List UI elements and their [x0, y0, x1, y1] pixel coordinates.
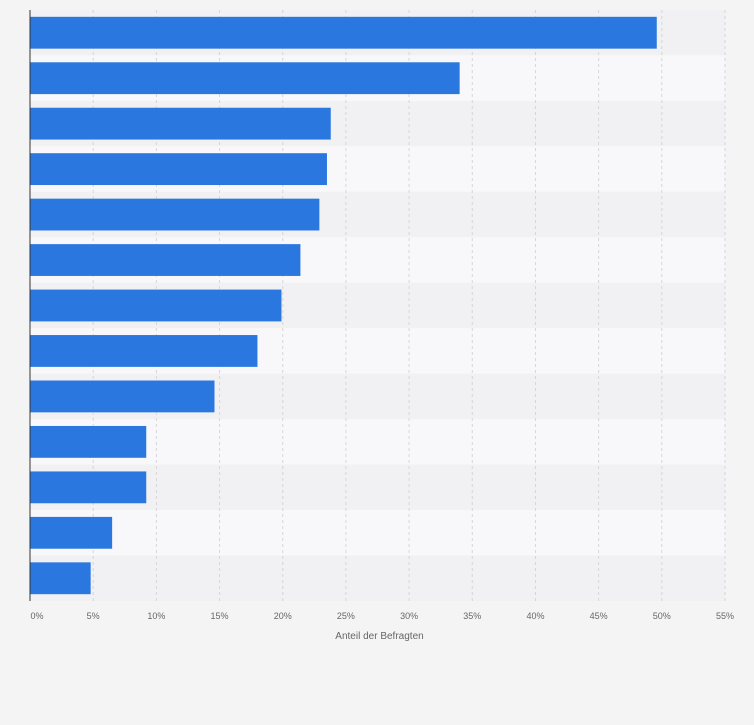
row-band — [30, 555, 725, 601]
x-tick-label: 45% — [590, 611, 608, 621]
bar[interactable] — [30, 562, 91, 595]
x-tick-label: 55% — [716, 611, 734, 621]
x-tick-label: 25% — [337, 611, 355, 621]
x-tick-label: 10% — [147, 611, 165, 621]
bar[interactable] — [30, 335, 258, 367]
bar[interactable] — [30, 516, 113, 549]
bar[interactable] — [30, 289, 282, 322]
bar[interactable] — [30, 107, 331, 140]
row-band — [30, 510, 725, 556]
x-tick-label: 20% — [274, 611, 292, 621]
x-tick-label: 35% — [463, 611, 481, 621]
x-tick-label: 0% — [30, 611, 43, 621]
bar[interactable] — [30, 380, 215, 413]
x-tick-label: 50% — [653, 611, 671, 621]
bar[interactable] — [30, 425, 147, 458]
bar[interactable] — [30, 244, 301, 276]
bar[interactable] — [30, 471, 147, 504]
x-tick-label: 30% — [400, 611, 418, 621]
x-axis-label: Anteil der Befragten — [335, 631, 423, 642]
x-tick-label: 40% — [526, 611, 544, 621]
bar[interactable] — [30, 153, 327, 186]
bar[interactable] — [30, 16, 657, 49]
x-tick-label: 5% — [87, 611, 100, 621]
bar[interactable] — [30, 62, 460, 95]
x-tick-label: 15% — [211, 611, 229, 621]
bar[interactable] — [30, 198, 320, 231]
